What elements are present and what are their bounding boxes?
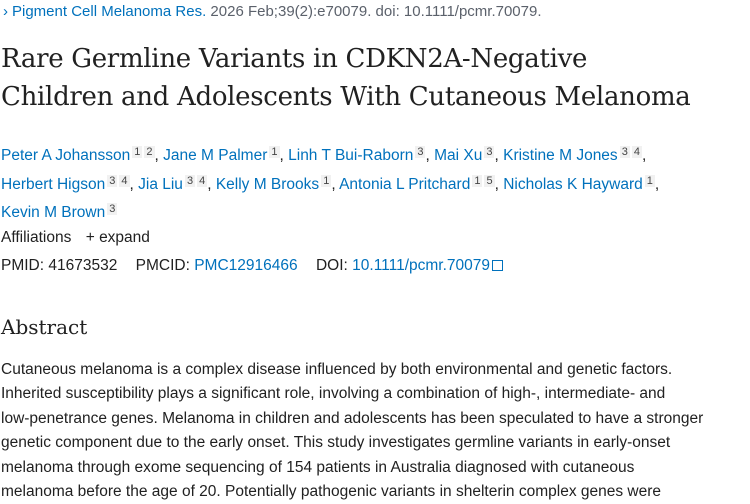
- title-line: Rare Germline Variants in CDKN2A-Negativ…: [1, 44, 588, 74]
- affiliation-ref[interactable]: 4: [197, 174, 208, 187]
- abstract-line: Cutaneous melanoma is a complex disease …: [1, 361, 673, 378]
- abstract-heading: Abstract: [1, 315, 88, 339]
- abstract-text: Cutaneous melanoma is a complex disease …: [1, 358, 750, 504]
- affiliation-ref[interactable]: 4: [631, 146, 642, 158]
- doi-link[interactable]: 10.1111/pcmr.70079: [352, 257, 504, 274]
- affiliation-ref[interactable]: 3: [107, 203, 118, 215]
- abstract-line: melanoma through exome sequencing of 154…: [1, 458, 635, 476]
- author-link[interactable]: Mai Xu: [434, 147, 483, 164]
- doi-label: DOI:: [315, 257, 348, 274]
- pmid-value: 41673532: [48, 257, 118, 274]
- affiliation-ref[interactable]: 5: [484, 174, 495, 187]
- chevron-right-icon: ›: [3, 3, 8, 20]
- author-link[interactable]: Nicholas K Hayward: [503, 175, 643, 193]
- author-link[interactable]: Kristine M Jones: [503, 147, 618, 164]
- pmcid-link[interactable]: PMC12916466: [194, 257, 298, 274]
- abstract-line: Inherited susceptibility plays a signifi…: [1, 385, 666, 403]
- expand-label: expand: [99, 229, 150, 246]
- title-line: Children and Adolescents With Cutaneous …: [1, 82, 691, 112]
- affiliation-ref[interactable]: 1: [472, 174, 483, 187]
- article-title: Rare Germline Variants in CDKN2A-Negativ…: [1, 40, 691, 116]
- expand-affiliations-button[interactable]: + expand: [86, 229, 150, 246]
- pmid-label: PMID:: [1, 257, 45, 274]
- affiliation-ref[interactable]: 1: [132, 146, 143, 158]
- pmcid-label: PMCID:: [135, 257, 190, 274]
- affiliations: Affiliations + expand: [1, 229, 150, 247]
- affiliation-ref[interactable]: 3: [107, 174, 118, 187]
- abstract-line: melanoma before the age of 20. Potential…: [1, 483, 662, 501]
- journal-link[interactable]: Pigment Cell Melanoma Res.: [12, 3, 207, 20]
- affiliation-ref[interactable]: 1: [644, 174, 655, 187]
- author-link[interactable]: Kevin M Brown: [1, 204, 106, 221]
- author-link[interactable]: Peter A Johansson: [1, 147, 131, 164]
- citation-line: › Pigment Cell Melanoma Res. 2026 Feb;39(…: [3, 3, 542, 20]
- affiliation-ref[interactable]: 3: [415, 146, 426, 158]
- author-link[interactable]: Jia Liu: [138, 175, 183, 193]
- author-link[interactable]: Antonia L Pritchard: [339, 175, 471, 193]
- external-link-icon: [492, 260, 504, 271]
- author-link[interactable]: Kelly M Brooks: [215, 175, 320, 193]
- affiliation-ref[interactable]: 4: [119, 174, 130, 187]
- affiliation-ref[interactable]: 1: [269, 146, 280, 158]
- author-link[interactable]: Herbert Higson: [1, 175, 106, 193]
- author-link[interactable]: Jane M Palmer: [163, 147, 268, 164]
- abstract-line: low-penetrance genes. Melanoma in childr…: [1, 409, 704, 427]
- affiliations-label: Affiliations: [1, 229, 72, 246]
- doi-value: 10.1111/pcmr.70079: [352, 257, 491, 274]
- citation-details: 2026 Feb;39(2):e70079. doi: 10.1111/pcmr…: [210, 3, 542, 20]
- article-ids: PMID: 41673532 PMCID: PMC12916466 DOI: 1…: [1, 257, 504, 275]
- affiliation-ref[interactable]: 2: [144, 146, 155, 158]
- affiliation-ref[interactable]: 3: [184, 174, 196, 187]
- affiliation-ref[interactable]: 1: [321, 174, 332, 187]
- abstract-line: genetic component due to the early onset…: [1, 434, 671, 452]
- affiliation-ref[interactable]: 3: [619, 146, 630, 158]
- author-link[interactable]: Linh T Bui-Raborn: [288, 147, 414, 164]
- affiliation-ref[interactable]: 3: [484, 146, 495, 158]
- plus-icon: +: [85, 229, 95, 246]
- author-list: Peter A Johansson 1 2, Jane M Palmer 1, Lin…: [1, 146, 660, 221]
